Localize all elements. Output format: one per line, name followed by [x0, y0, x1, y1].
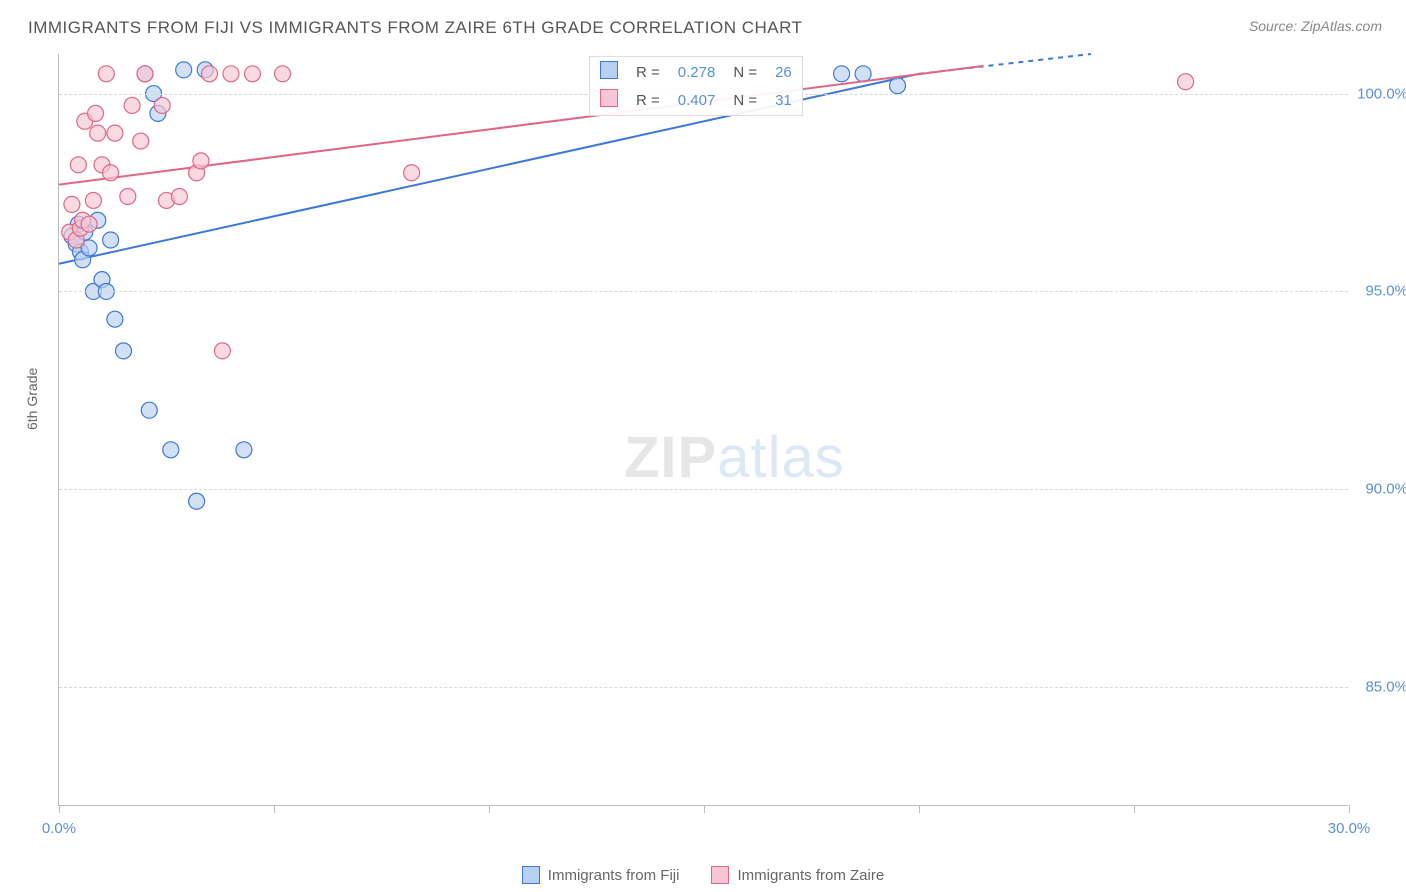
data-point	[124, 97, 140, 113]
data-point	[154, 97, 170, 113]
gridline	[59, 291, 1348, 292]
data-point	[137, 66, 153, 82]
data-point	[141, 402, 157, 418]
data-point	[193, 153, 209, 169]
data-point	[404, 165, 420, 181]
y-tick-label: 95.0%	[1365, 283, 1406, 300]
gridline	[59, 687, 1348, 688]
data-point	[163, 442, 179, 458]
y-tick-label: 90.0%	[1365, 481, 1406, 498]
data-point	[236, 442, 252, 458]
data-point	[214, 343, 230, 359]
data-point	[890, 78, 906, 94]
data-point	[81, 216, 97, 232]
y-tick-label: 85.0%	[1365, 679, 1406, 696]
legend-swatch	[600, 89, 618, 107]
legend-label: Immigrants from Fiji	[548, 867, 680, 884]
x-tick	[489, 805, 490, 813]
data-point	[85, 192, 101, 208]
data-point	[834, 66, 850, 82]
x-tick	[704, 805, 705, 813]
x-tick-label: 0.0%	[42, 820, 76, 837]
x-tick	[919, 805, 920, 813]
data-point	[171, 188, 187, 204]
data-point	[103, 232, 119, 248]
legend-swatch	[600, 61, 618, 79]
x-tick	[59, 805, 60, 813]
data-point	[1178, 74, 1194, 90]
gridline	[59, 489, 1348, 490]
data-point	[103, 165, 119, 181]
stat-label: R =	[628, 59, 668, 85]
chart-title: IMMIGRANTS FROM FIJI VS IMMIGRANTS FROM …	[28, 18, 802, 38]
data-point	[245, 66, 261, 82]
data-point	[70, 157, 86, 173]
stat-r-value: 0.278	[670, 59, 724, 85]
x-tick	[1349, 805, 1350, 813]
stat-label: N =	[725, 87, 765, 113]
data-point	[202, 66, 218, 82]
legend-item: Immigrants from Zaire	[711, 866, 884, 884]
x-tick	[274, 805, 275, 813]
y-axis-title: 6th Grade	[24, 368, 40, 430]
legend-label: Immigrants from Zaire	[737, 867, 884, 884]
data-point	[116, 343, 132, 359]
stat-label: N =	[725, 59, 765, 85]
data-point	[855, 66, 871, 82]
data-point	[107, 311, 123, 327]
legend-item: Immigrants from Fiji	[522, 866, 680, 884]
data-point	[120, 188, 136, 204]
stat-n-value: 26	[767, 59, 800, 85]
data-point	[133, 133, 149, 149]
data-point	[90, 125, 106, 141]
data-point	[176, 62, 192, 78]
data-point	[98, 66, 114, 82]
source-attribution: Source: ZipAtlas.com	[1249, 18, 1382, 34]
data-point	[107, 125, 123, 141]
chart-svg	[59, 54, 1348, 805]
legend-swatch	[711, 866, 729, 884]
stat-n-value: 31	[767, 87, 800, 113]
plot-area: 85.0%90.0%95.0%100.0%0.0%30.0%ZIPatlasR …	[58, 54, 1348, 806]
legend-swatch	[522, 866, 540, 884]
stat-r-value: 0.407	[670, 87, 724, 113]
data-point	[275, 66, 291, 82]
x-tick	[1134, 805, 1135, 813]
stats-box: R =0.278N =26 R =0.407N =31	[589, 56, 803, 116]
stat-label: R =	[628, 87, 668, 113]
legend: Immigrants from Fiji Immigrants from Zair…	[0, 866, 1406, 884]
y-tick-label: 100.0%	[1357, 85, 1406, 102]
data-point	[223, 66, 239, 82]
data-point	[88, 105, 104, 121]
data-point	[189, 493, 205, 509]
data-point	[64, 196, 80, 212]
x-tick-label: 30.0%	[1328, 820, 1371, 837]
